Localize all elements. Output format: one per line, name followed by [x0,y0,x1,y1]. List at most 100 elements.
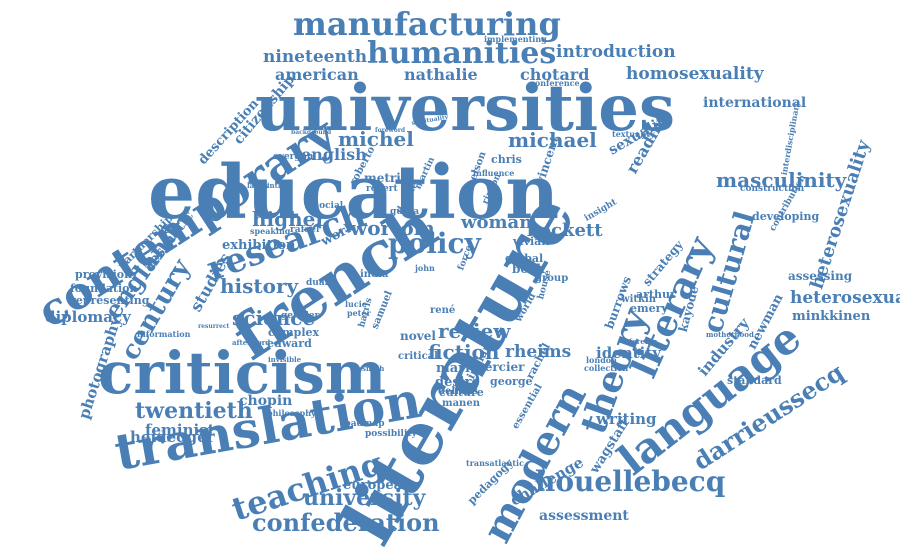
cloud-word: representing [70,294,150,308]
cloud-word: interdisciplinary [778,100,802,176]
cloud-word: duane [306,277,337,288]
cloud-word: confederation [252,507,440,537]
cloud-word: evergon [273,151,314,162]
cloud-word: american [275,65,359,85]
cloud-word: construction [740,183,805,194]
cloud-word: labyrinth [247,181,283,191]
cloud-word: chotard [520,65,590,85]
cloud-word: foreword [375,127,406,135]
cloud-word: edward [267,337,312,351]
cloud-word: resurrect [198,323,230,331]
cloud-word: policy [388,226,481,260]
cloud-word: invisible [268,355,302,365]
cloud-word: culture [439,386,484,400]
cloud-word: english [301,145,367,165]
cloud-word: foreign [629,337,658,347]
cloud-word: exhibition [222,237,296,253]
cloud-word: information [137,328,191,339]
cloud-word: university [303,485,426,512]
cloud-word: global [505,252,544,266]
cloud-word: book [512,262,545,277]
cloud-word: nineteenth [263,47,368,68]
cloud-word: masculinity [716,168,847,192]
cloud-word: desire [435,374,480,390]
cloud-word: mercier [472,360,525,375]
cloud-word: houellebecq [535,464,726,498]
cloud-word: peter [347,307,371,318]
cloud-word: critical [398,351,438,362]
cloud-word: philosophy [267,407,316,418]
cloud-word: higher [252,207,326,231]
cloud-word: criticism [98,338,387,407]
cloud-word: gemder [281,310,320,321]
cloud-word: woman [461,211,533,233]
cloud-word: science [232,306,316,330]
cloud-word: chopin [239,392,293,409]
cloud-word: beckett [527,219,603,241]
cloud-word: possibility [365,428,417,439]
cloud-word: developing [752,210,820,224]
cloud-word: assessment [539,507,629,524]
cloud-word: review [438,319,511,343]
cloud-word: identity [596,344,661,362]
cloud-word: arthur [636,288,676,302]
cloud-word: heterosexual [790,288,900,309]
cloud-word: george [490,375,533,389]
cloud-word: rené [430,305,456,316]
cloud-word: european [343,477,412,493]
cloud-word: collection [584,362,629,373]
cloud-word: wortom [350,216,435,240]
cloud-word: complex [268,326,320,340]
cloud-word: textuality [612,128,655,139]
cloud-word: lucie [345,298,367,309]
cloud-word: robert [366,183,398,194]
cloud-word: diplomacy [45,308,131,326]
cloud-word: witkin [621,294,657,305]
cloud-word: vivian [513,235,550,249]
cloud-word: conference [530,77,580,88]
cloud-word: implementing [484,33,547,44]
cloud-word: manufacturing [293,5,561,44]
cloud-word: provision [75,268,133,282]
cloud-word: smith [362,364,385,374]
cloud-word: minkkinen [792,308,871,324]
cloud-word: nathalie [404,65,478,85]
cloud-word: chris [491,153,522,167]
cloud-word: manen [442,398,480,409]
cloud-word: education [148,149,560,236]
cloud-word: foundation [70,282,138,296]
cloud-word: metric [364,171,409,186]
cloud-word: introduction [556,42,676,63]
cloud-word: marie [436,360,479,376]
cloud-word: group [535,273,569,284]
cloud-word: influence [473,167,515,178]
cloud-word: delmas [438,386,478,397]
cloud-word: homosexuality [626,64,764,85]
cloud-word: michael [508,128,597,152]
cloud-word: motherhood [706,330,754,340]
cloud-word: humanities [367,36,557,71]
cloud-word: international [703,94,807,111]
cloud-word: background [291,129,332,137]
cloud-word: universities [255,70,675,146]
cloud-word: speaking [250,225,291,236]
cloud-word: roadmap [340,418,385,429]
cloud-word: assessing [788,269,853,284]
cloud-word: john [415,262,435,273]
cloud-word: rafael [290,224,320,235]
cloud-word: twentieth [135,398,253,425]
cloud-word: london [586,354,617,365]
cloud-word: india [360,269,389,280]
cloud-word: transatlantic [466,457,524,468]
cloud-word: social [314,200,344,211]
cloud-word: michel [338,127,414,151]
cloud-word: gupta [390,206,420,217]
cloud-word: history [220,274,299,298]
cloud-word: rheims [505,342,572,363]
cloud-word: novel [400,329,436,344]
cloud-word: fiction [428,340,500,364]
cloud-word: heidegger [130,428,215,446]
cloud-word: writing [596,410,657,428]
cloud-word: standard [727,374,782,388]
